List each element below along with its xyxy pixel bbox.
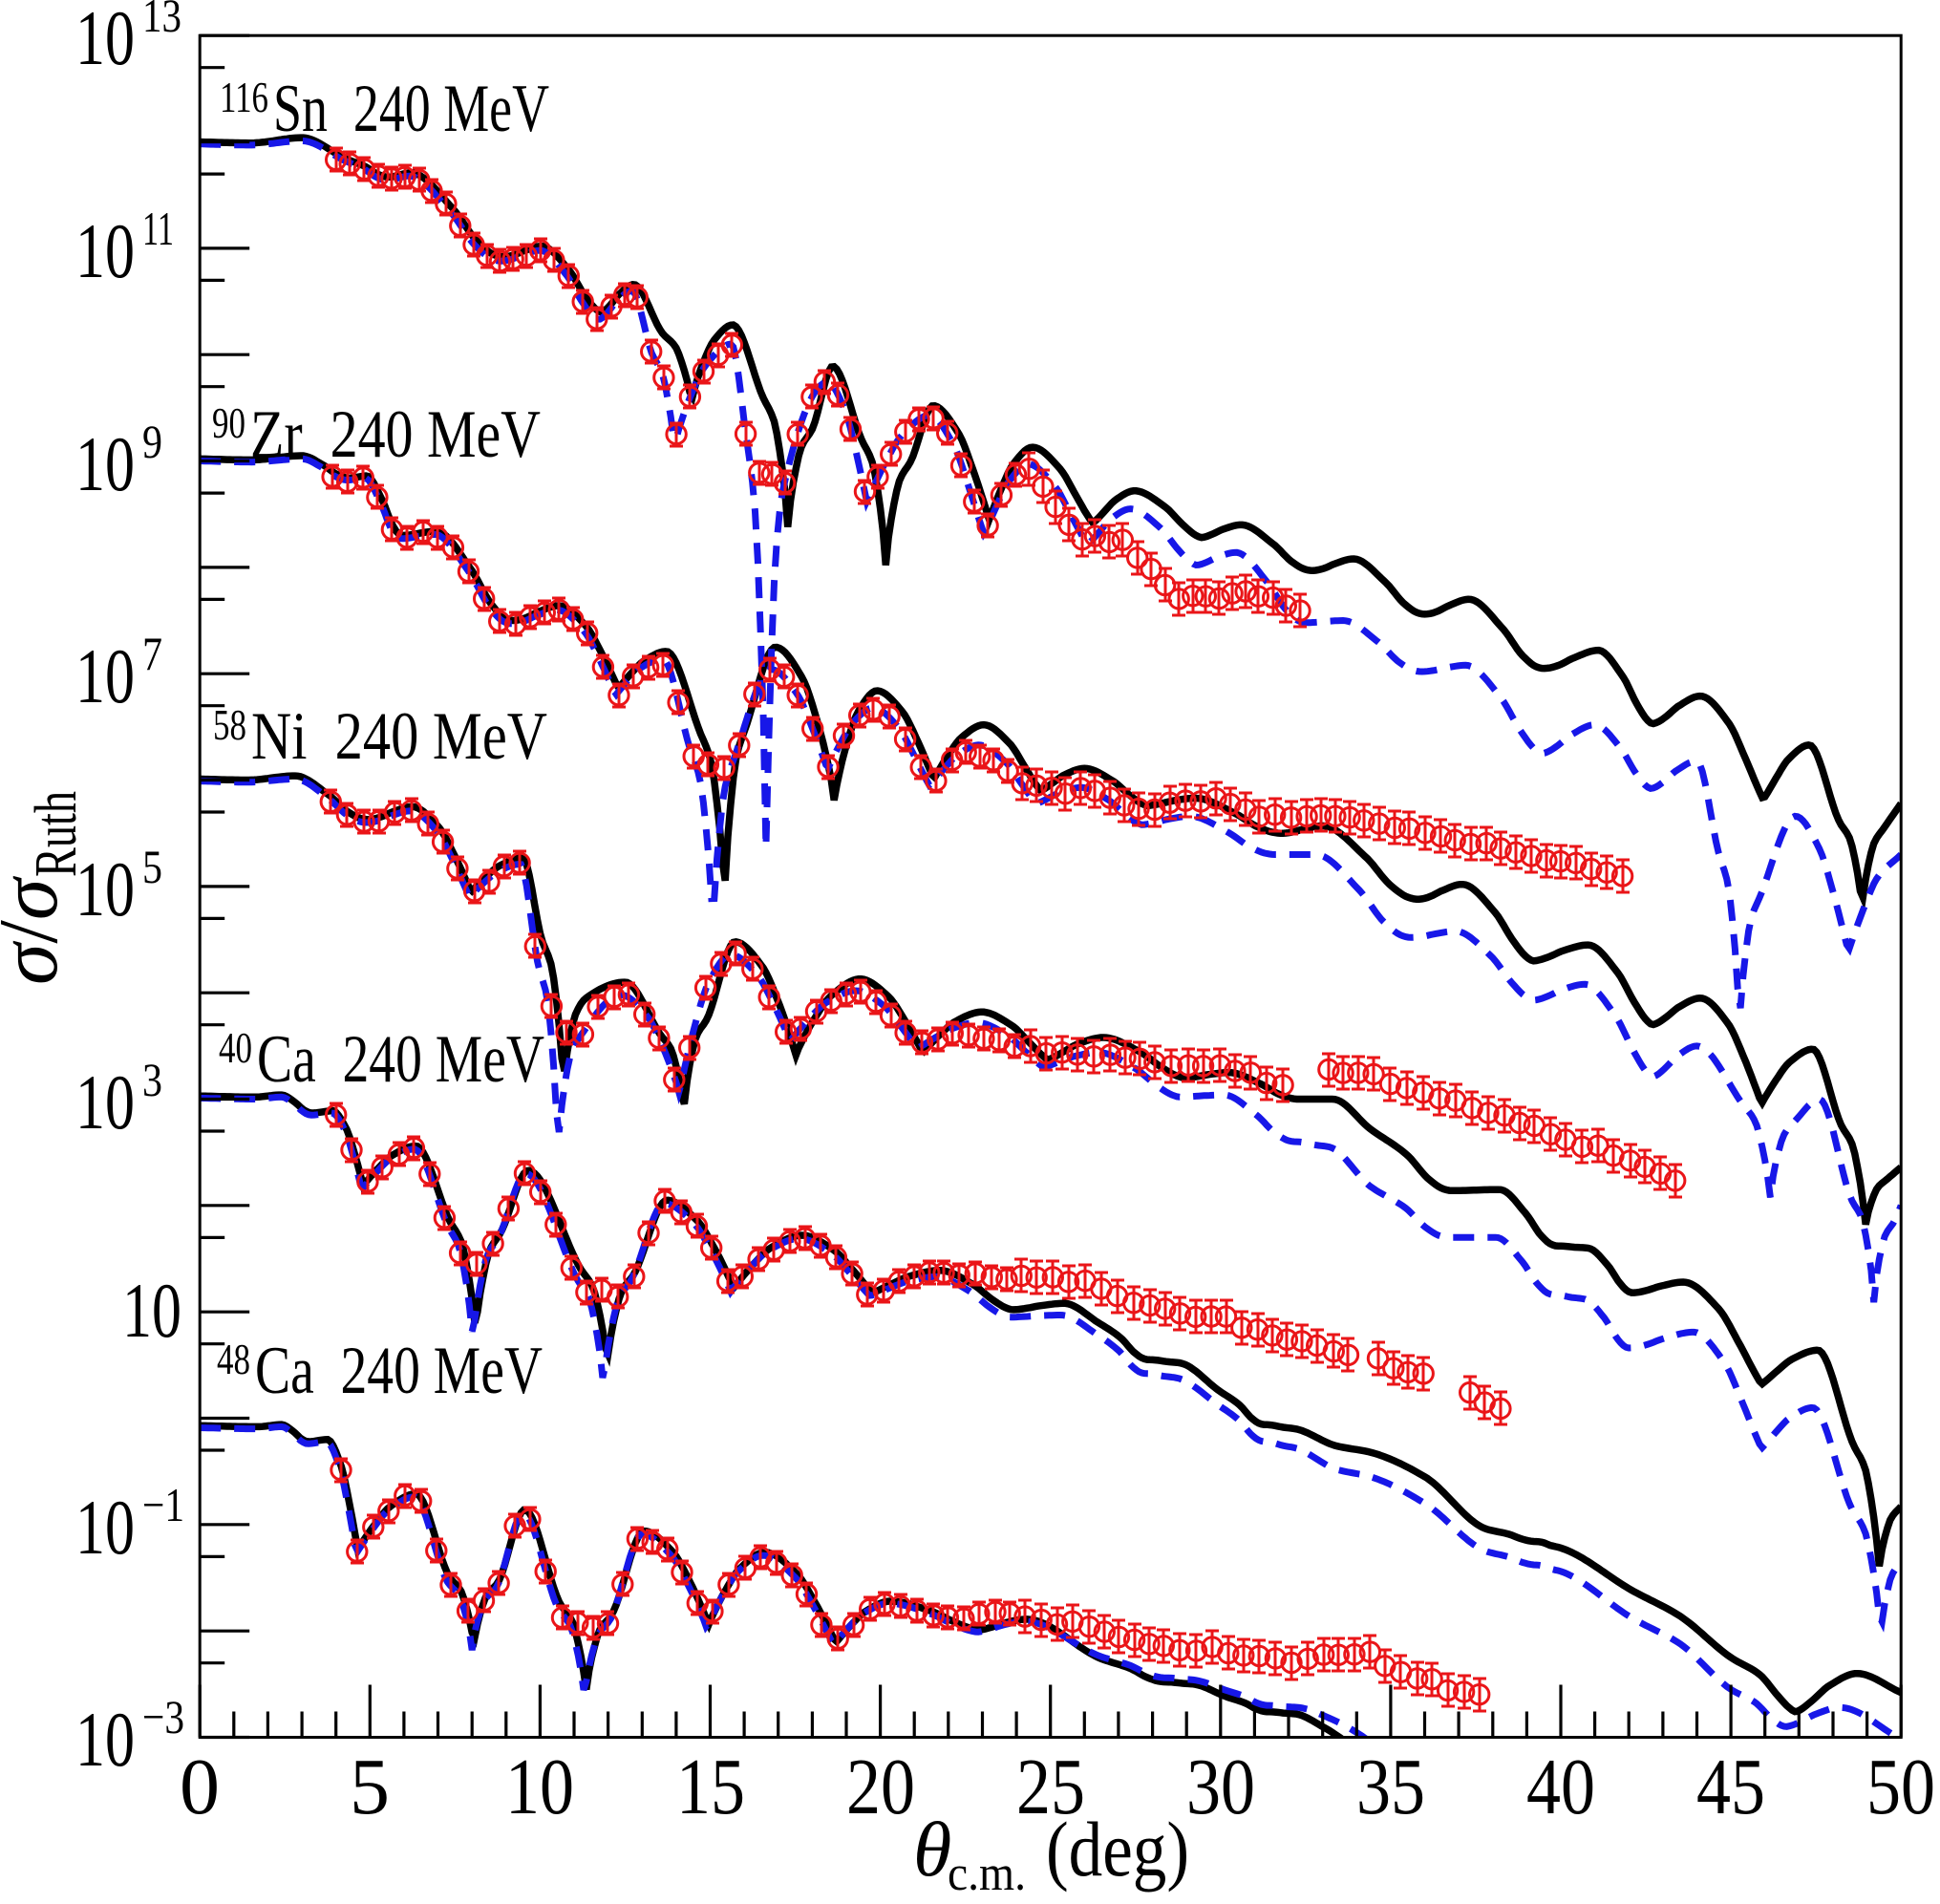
svg-text:10: 10 (75, 420, 135, 507)
svg-text:10: 10 (122, 1267, 181, 1354)
svg-text:σ/σ: σ/σ (0, 875, 75, 985)
svg-text:10: 10 (75, 1059, 135, 1145)
svg-text:50: 50 (1866, 1743, 1935, 1831)
svg-text:Ca 240 MeV: Ca 240 MeV (255, 1334, 543, 1408)
svg-text:0: 0 (180, 1743, 220, 1831)
svg-text:58: 58 (213, 701, 246, 749)
svg-text:(deg): (deg) (1046, 1806, 1189, 1893)
svg-text:−3: −3 (142, 1690, 184, 1744)
svg-text:5: 5 (142, 840, 162, 893)
svg-text:15: 15 (676, 1743, 745, 1831)
svg-text:40: 40 (1526, 1743, 1595, 1831)
svg-text:Sn 240 MeV: Sn 240 MeV (273, 72, 549, 146)
svg-text:Ca 240 MeV: Ca 240 MeV (257, 1022, 544, 1097)
svg-text:10: 10 (75, 845, 135, 932)
svg-text:Ni 240 MeV: Ni 240 MeV (251, 699, 547, 774)
svg-text:7: 7 (142, 627, 162, 680)
svg-text:45: 45 (1696, 1743, 1765, 1831)
svg-text:10: 10 (75, 1484, 135, 1571)
svg-text:11: 11 (142, 202, 174, 255)
svg-text:10: 10 (505, 1743, 574, 1831)
svg-text:10: 10 (75, 207, 135, 294)
svg-text:3: 3 (142, 1053, 162, 1106)
svg-text:25: 25 (1016, 1743, 1085, 1831)
svg-text:Ruth: Ruth (24, 791, 89, 877)
svg-text:20: 20 (846, 1743, 915, 1831)
svg-text:10: 10 (75, 632, 135, 719)
svg-text:10: 10 (75, 1696, 135, 1783)
svg-text:35: 35 (1356, 1743, 1425, 1831)
svg-text:−1: −1 (142, 1478, 184, 1531)
svg-text:90: 90 (212, 399, 245, 447)
svg-text:48: 48 (217, 1336, 250, 1383)
svg-text:10: 10 (75, 0, 135, 81)
svg-text:9: 9 (142, 415, 162, 468)
svg-text:30: 30 (1186, 1743, 1255, 1831)
svg-text:Zr 240 MeV: Zr 240 MeV (250, 397, 541, 472)
svg-text:13: 13 (142, 0, 181, 42)
svg-text:40: 40 (219, 1024, 252, 1072)
svg-text:5: 5 (350, 1743, 390, 1831)
svg-text:c.m.: c.m. (948, 1847, 1026, 1899)
svg-text:116: 116 (220, 74, 268, 121)
svg-text:θ: θ (913, 1806, 951, 1893)
